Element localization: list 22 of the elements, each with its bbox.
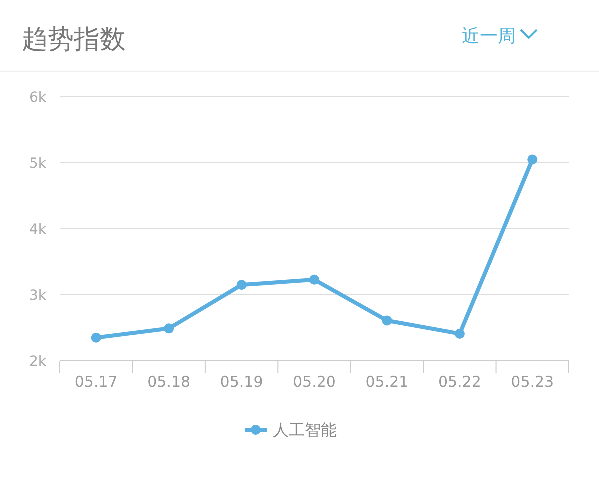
x-tick-label: 05.17 [74,373,118,391]
point [382,316,392,326]
x-tick-label: 05.20 [293,373,336,391]
x-tick-label: 05.19 [220,373,264,391]
x-tick-label: 05.23 [511,373,554,391]
y-tick-label: 2k [29,354,48,370]
y-tick-label: 5k [29,156,48,172]
point [164,324,174,334]
x-tick-label: 05.22 [438,373,482,391]
point [310,274,320,285]
point [528,154,538,165]
y-tick-label: 4k [29,222,48,238]
x-tick-label: 05.18 [148,373,191,391]
point [236,280,247,290]
x-tick-label: 05.21 [366,373,409,391]
y-tick-label: 3k [29,288,48,304]
legend-label: 人工智能 [273,420,337,440]
point [454,328,465,339]
y-tick-label: 6k [29,90,48,106]
text: 近一周 [462,26,516,47]
chart-title: 趋势指数 [22,25,126,55]
point [91,332,102,343]
